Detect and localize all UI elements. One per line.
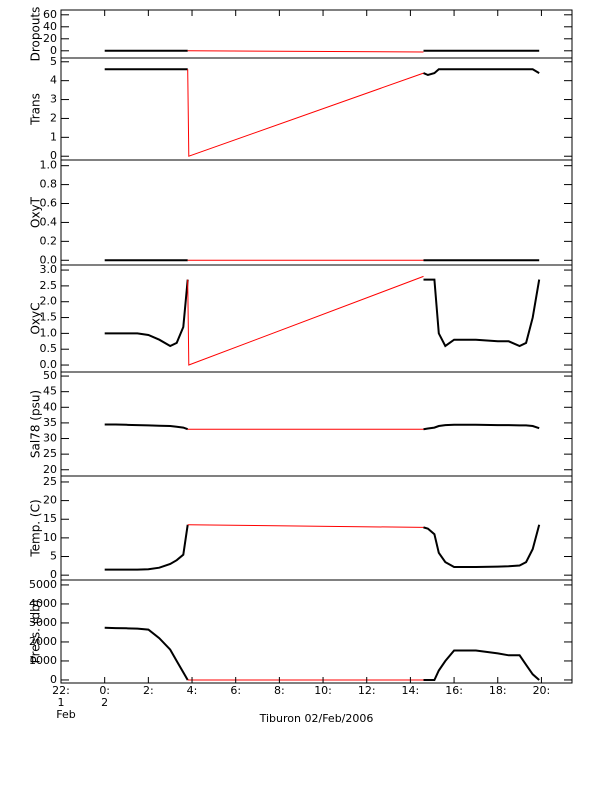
panel-frame (60, 159, 573, 266)
y-tick-label: 35 (43, 416, 57, 429)
x-tick-label: 4: (187, 684, 198, 697)
y-tick-label: 25 (43, 475, 57, 488)
x-tick-label: 22: (52, 684, 70, 697)
x-tick-label: 1 (58, 696, 65, 709)
y-tick-label: 30 (43, 432, 57, 445)
y-tick-label: 1.5 (40, 311, 58, 324)
x-tick-label: 20: (533, 684, 551, 697)
data-line (423, 649, 540, 681)
y-tick-label: 4 (50, 74, 57, 87)
data-line (187, 50, 424, 53)
x-tick-label: 12: (358, 684, 376, 697)
y-tick-label: 20 (43, 32, 57, 45)
panel-frame (60, 264, 573, 373)
y-tick-label: 50 (43, 369, 57, 382)
y-tick-label: 2.0 (40, 295, 58, 308)
panel-frame (60, 57, 573, 161)
x-tick-label: 18: (489, 684, 507, 697)
y-tick-label: 5 (50, 550, 57, 563)
data-line (104, 524, 189, 571)
y-tick-label: 40 (43, 400, 57, 413)
data-line (423, 524, 541, 568)
y-tick-label: 2000 (29, 635, 57, 648)
x-tick-label: 8: (274, 684, 285, 697)
y-axis-label: OxyC (29, 302, 43, 334)
y-tick-label: 0 (50, 673, 57, 686)
y-tick-label: 0.0 (40, 253, 58, 266)
data-line (104, 626, 189, 681)
y-tick-label: 0.5 (40, 342, 58, 355)
panel-frame (60, 475, 573, 581)
y-tick-label: 0.0 (40, 358, 58, 371)
y-tick-label: 45 (43, 385, 57, 398)
y-tick-label: 1 (50, 130, 57, 143)
y-tick-label: 2 (50, 111, 57, 124)
y-tick-label: 1000 (29, 654, 57, 667)
y-tick-label: 20 (43, 494, 57, 507)
y-axis-label: OxyT (29, 196, 43, 228)
data-line (423, 423, 540, 431)
data-line (187, 524, 424, 528)
y-tick-label: 0 (50, 568, 57, 581)
y-tick-label: 3.0 (40, 263, 58, 276)
y-axis-label: Temp. (C) (29, 499, 43, 557)
y-tick-label: 3 (50, 93, 57, 106)
y-axis-label: Dropouts (29, 7, 43, 62)
data-line (423, 68, 540, 77)
y-tick-label: 60 (43, 8, 57, 21)
y-tick-label: 25 (43, 447, 57, 460)
y-tick-label: 4000 (29, 597, 57, 610)
x-tick-label: 6: (230, 684, 241, 697)
x-tick-label: 2 (101, 696, 108, 709)
y-tick-label: 40 (43, 20, 57, 33)
x-tick-label: 0: (99, 684, 110, 697)
y-axis-label: Press. (db) (29, 600, 43, 664)
x-tick-label: Feb (56, 708, 75, 721)
y-axis-label: Trans (29, 93, 43, 126)
y-tick-label: 2.5 (40, 279, 58, 292)
panel-frame (60, 579, 573, 684)
data-line (104, 423, 189, 431)
y-tick-label: 1.0 (40, 159, 58, 172)
y-tick-label: 10 (43, 531, 57, 544)
y-axis-label: Sal78 (psu) (29, 390, 43, 458)
data-line (187, 69, 424, 157)
x-axis-label: Tiburon 02/Feb/2006 (259, 712, 374, 725)
x-tick-label: 16: (445, 684, 463, 697)
y-tick-label: 3000 (29, 616, 57, 629)
data-line (423, 278, 541, 348)
x-tick-label: 14: (402, 684, 420, 697)
y-tick-label: 0 (50, 149, 57, 162)
x-tick-label: 10: (314, 684, 332, 697)
y-tick-label: 0.6 (40, 197, 58, 210)
y-tick-label: 20 (43, 463, 57, 476)
y-tick-label: 15 (43, 512, 57, 525)
y-tick-label: 0.2 (40, 234, 58, 247)
y-tick-label: 5000 (29, 578, 57, 591)
panel-frame (60, 371, 573, 477)
x-tick-label: 2: (143, 684, 154, 697)
y-tick-label: 0.4 (40, 215, 58, 228)
y-tick-label: 1.0 (40, 326, 58, 339)
y-tick-label: 5 (50, 55, 57, 68)
data-line (104, 279, 189, 348)
data-line (187, 275, 424, 366)
y-tick-label: 0 (50, 44, 57, 57)
y-tick-label: 0.8 (40, 178, 58, 191)
